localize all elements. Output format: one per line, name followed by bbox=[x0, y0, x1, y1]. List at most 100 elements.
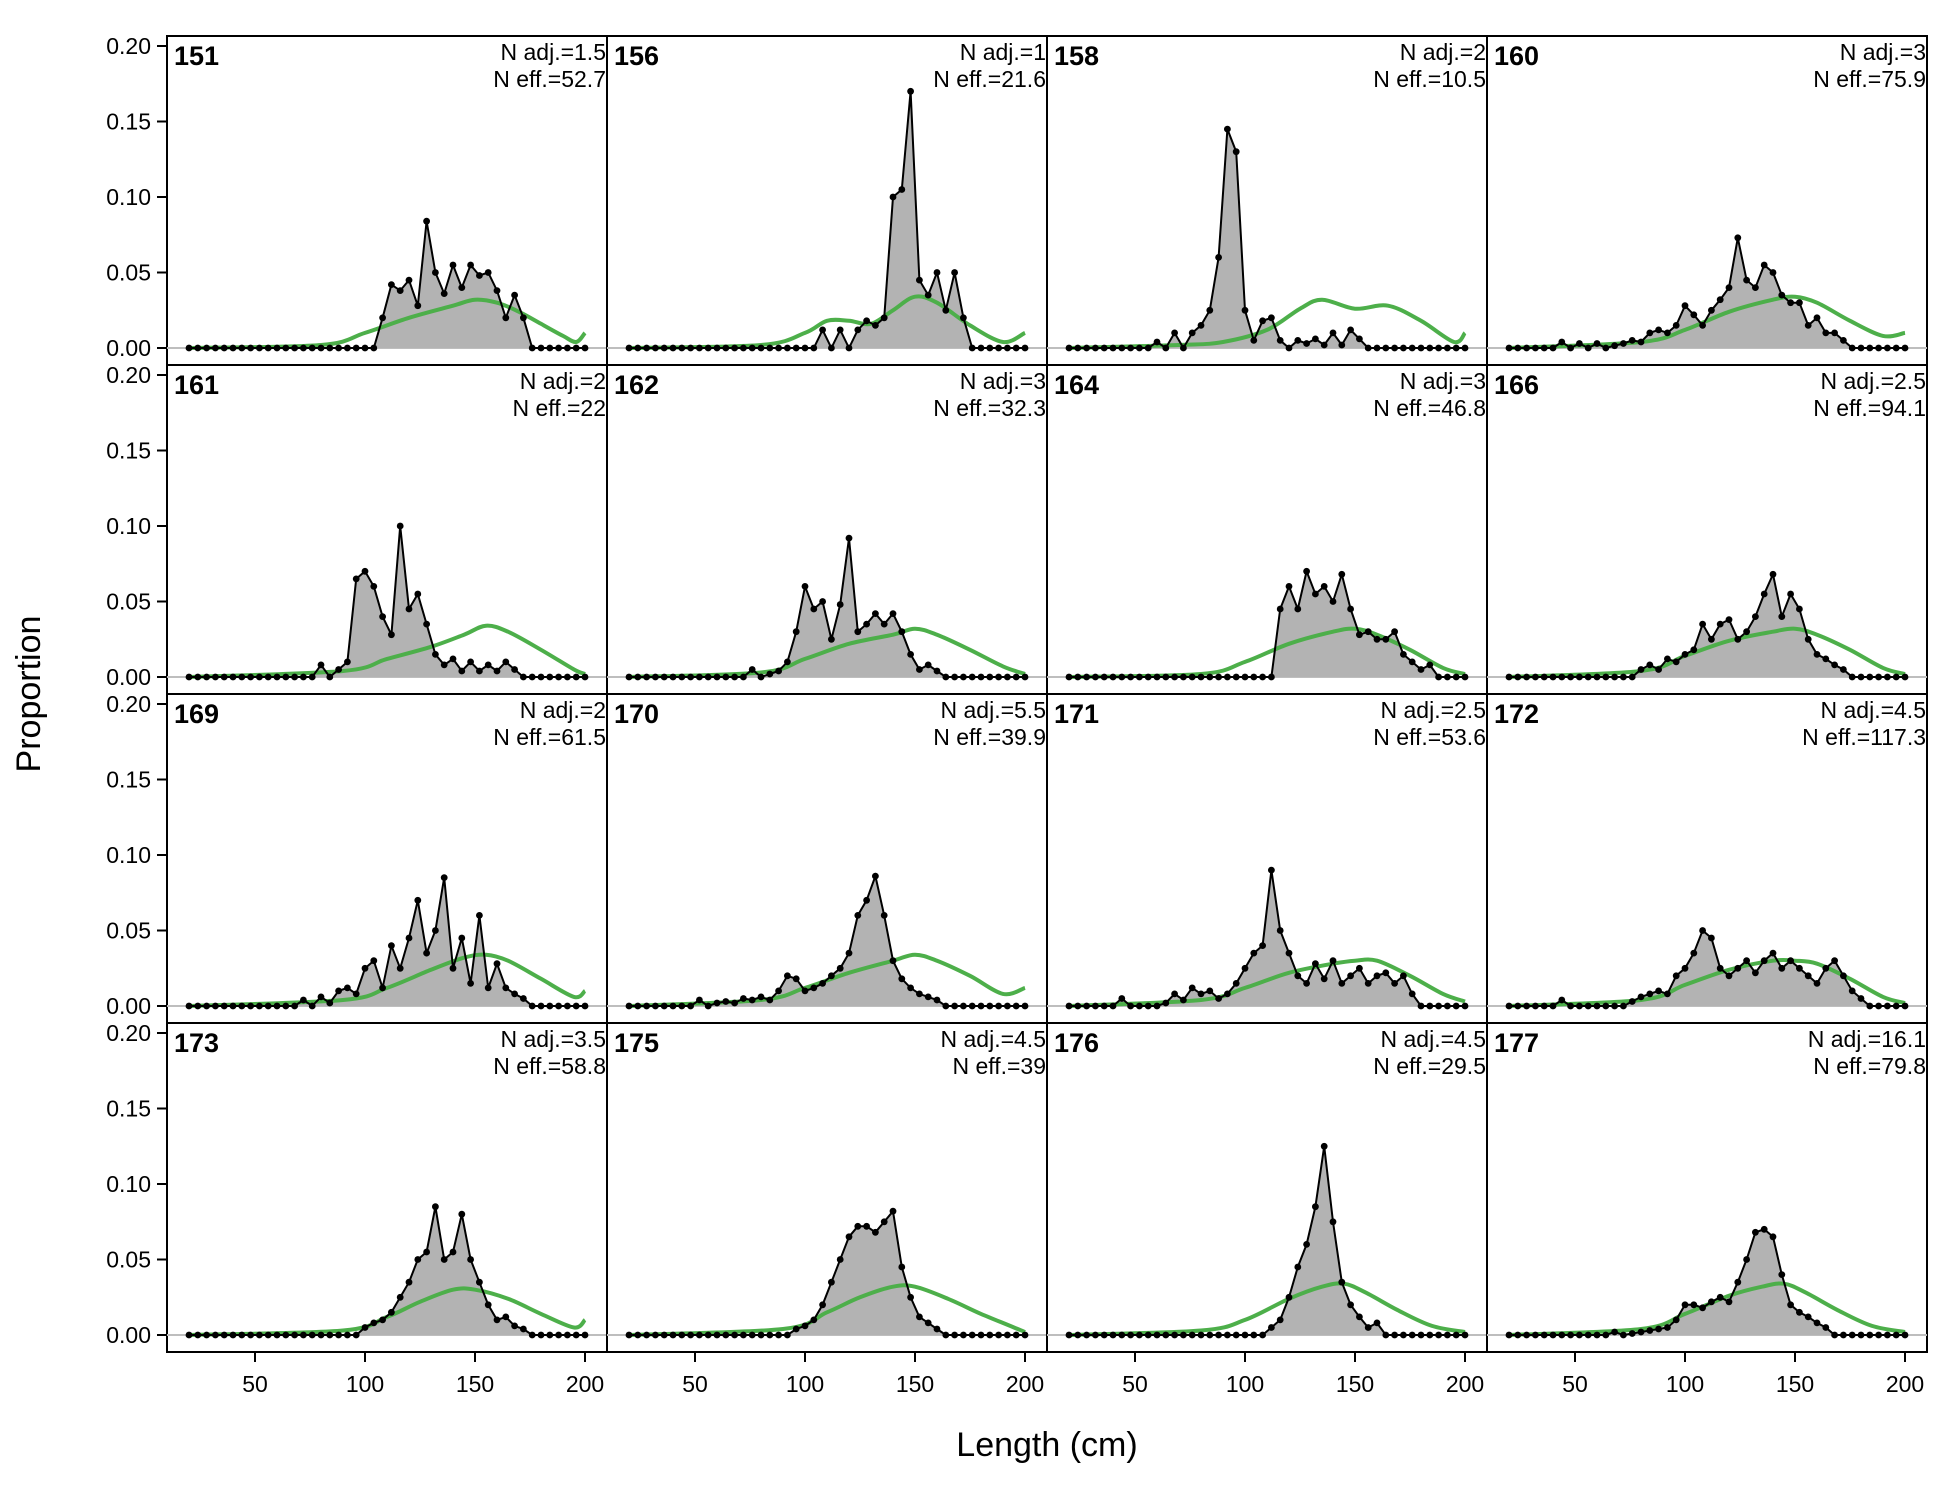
observed-point bbox=[748, 666, 756, 673]
observed-point bbox=[1180, 673, 1187, 681]
observed-point bbox=[1391, 628, 1398, 636]
panel-151: 151 N adj.=1.5N eff.=52.7 bbox=[166, 35, 608, 366]
observed-point bbox=[238, 1002, 246, 1010]
observed-point bbox=[1074, 673, 1082, 681]
observed-point bbox=[440, 290, 448, 297]
observed-point bbox=[766, 1331, 774, 1339]
observed-point bbox=[1892, 1331, 1900, 1339]
y-tick-label: 0.00 bbox=[106, 664, 151, 690]
observed-point bbox=[432, 1203, 439, 1211]
observed-point bbox=[1681, 1301, 1689, 1309]
observed-point bbox=[1848, 673, 1856, 681]
observed-point bbox=[1804, 635, 1812, 643]
observed-point bbox=[344, 984, 351, 992]
observed-point bbox=[300, 673, 307, 681]
observed-point bbox=[1576, 1002, 1583, 1010]
observed-point bbox=[933, 996, 941, 1004]
observed-point bbox=[1576, 340, 1583, 347]
observed-area bbox=[1509, 574, 1905, 677]
observed-point bbox=[1620, 340, 1627, 347]
observed-point bbox=[643, 1331, 650, 1339]
observed-point bbox=[872, 322, 879, 329]
observed-point bbox=[1294, 1263, 1302, 1271]
observed-point bbox=[546, 344, 554, 352]
x-tick-label: 100 bbox=[346, 1371, 384, 1397]
observed-point bbox=[854, 326, 862, 334]
observed-point bbox=[326, 1331, 334, 1339]
observed-point bbox=[458, 284, 466, 291]
observed-point bbox=[564, 1002, 571, 1010]
observed-point bbox=[273, 1331, 281, 1339]
observed-point bbox=[678, 1002, 686, 1010]
observed-point bbox=[1364, 628, 1372, 636]
observed-point bbox=[1004, 344, 1011, 352]
observed-point bbox=[1866, 1331, 1874, 1339]
observed-point bbox=[572, 673, 580, 681]
observed-point bbox=[652, 344, 659, 352]
n-eff-label: N eff.=29.5 bbox=[1373, 1053, 1486, 1079]
observed-point bbox=[1109, 344, 1117, 352]
observed-point bbox=[828, 1278, 835, 1286]
observed-point bbox=[1892, 673, 1900, 681]
observed-point bbox=[1382, 969, 1390, 977]
x-tick-label: 150 bbox=[1336, 1371, 1374, 1397]
observed-point bbox=[1558, 338, 1566, 346]
observed-area bbox=[629, 876, 1025, 1006]
observed-point bbox=[564, 344, 571, 352]
observed-point bbox=[423, 620, 430, 628]
observed-point bbox=[194, 1002, 202, 1010]
observed-point bbox=[1637, 1328, 1645, 1336]
observed-point bbox=[1505, 673, 1513, 681]
observed-point bbox=[326, 673, 334, 681]
observed-point bbox=[1699, 1304, 1706, 1312]
panel-176: 176 N adj.=4.5N eff.=29.5 bbox=[1046, 1022, 1488, 1353]
y-tick-label: 0.05 bbox=[106, 1247, 151, 1273]
observed-point bbox=[1206, 306, 1214, 314]
observed-line bbox=[629, 1208, 1025, 1336]
observed-point bbox=[1787, 590, 1794, 598]
observed-point bbox=[1400, 972, 1407, 980]
observed-point bbox=[1232, 980, 1240, 987]
observed-point bbox=[916, 1313, 923, 1321]
observed-point bbox=[1408, 658, 1416, 666]
observed-point bbox=[643, 344, 650, 352]
observed-point bbox=[1400, 1331, 1407, 1339]
observed-point bbox=[1778, 964, 1786, 972]
observed-point bbox=[1435, 673, 1442, 681]
observed-point bbox=[1347, 1301, 1354, 1309]
observed-point bbox=[1831, 329, 1838, 337]
observed-point bbox=[1004, 673, 1011, 681]
observed-point bbox=[1866, 673, 1874, 681]
observed-point bbox=[1329, 1218, 1337, 1226]
observed-point bbox=[1444, 344, 1451, 352]
panel-161: 161 N adj.=2N eff.=22 bbox=[166, 364, 608, 695]
observed-point bbox=[669, 673, 677, 681]
observed-point bbox=[440, 874, 448, 881]
observed-point bbox=[194, 673, 202, 681]
y-tick-label: 0.00 bbox=[106, 335, 151, 361]
observed-point bbox=[528, 344, 536, 352]
panel-173: 173 N adj.=3.5N eff.=58.8 bbox=[166, 1022, 608, 1353]
observed-area bbox=[629, 538, 1025, 677]
observed-point bbox=[1857, 995, 1865, 1002]
observed-point bbox=[1127, 1002, 1134, 1010]
observed-point bbox=[1320, 975, 1328, 983]
observed-point bbox=[942, 1331, 950, 1339]
observed-point bbox=[414, 896, 422, 904]
observed-point bbox=[1822, 329, 1830, 337]
observed-point bbox=[1232, 1331, 1240, 1339]
observed-point bbox=[1778, 613, 1786, 620]
observed-point bbox=[1505, 344, 1513, 352]
observed-point bbox=[1180, 996, 1187, 1004]
observed-point bbox=[1074, 1002, 1082, 1010]
observed-point bbox=[1118, 673, 1126, 681]
observed-point bbox=[1549, 673, 1557, 681]
observed-point bbox=[845, 949, 853, 957]
observed-point bbox=[1215, 995, 1222, 1002]
observed-point bbox=[1364, 1324, 1372, 1331]
observed-point bbox=[784, 972, 791, 980]
observed-point bbox=[1452, 673, 1460, 681]
observed-point bbox=[1884, 344, 1891, 352]
observed-point bbox=[1523, 1002, 1530, 1010]
observed-point bbox=[1426, 1002, 1434, 1010]
